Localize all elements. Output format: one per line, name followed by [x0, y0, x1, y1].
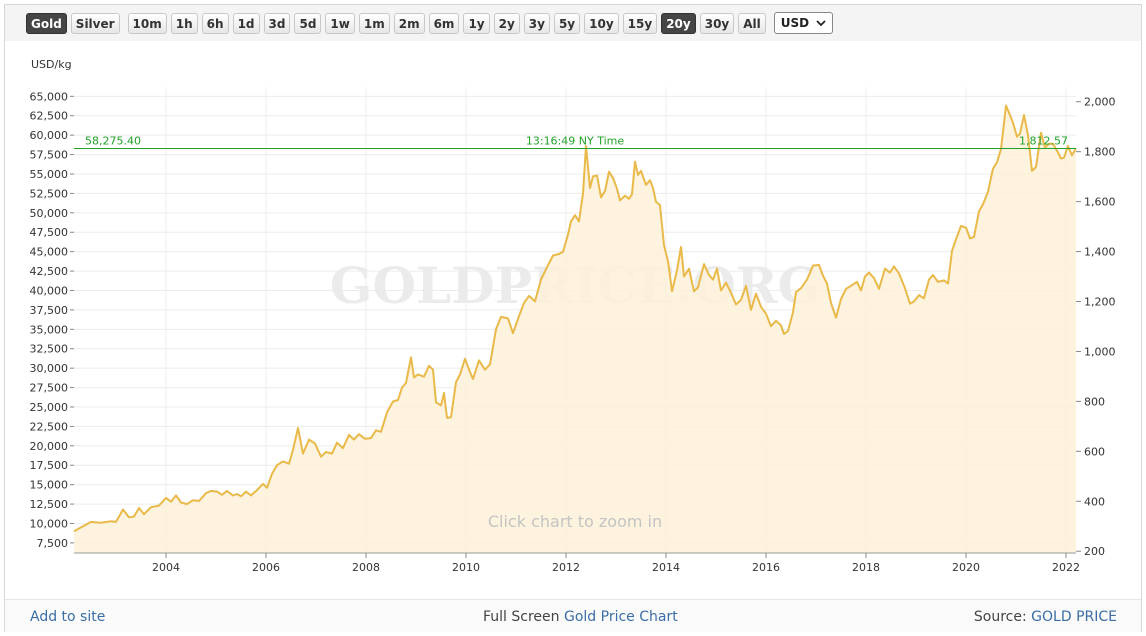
range-button[interactable]: 2m [393, 12, 425, 34]
x-tick-label: 2010 [452, 561, 480, 574]
x-tick-label: 2006 [252, 561, 280, 574]
y-tick-label: 62,500 [30, 110, 69, 123]
y-tick-label: 30,000 [30, 362, 69, 375]
metal-button[interactable]: Silver [70, 12, 120, 34]
fullscreen-link[interactable]: Full Screen Gold Price Chart [483, 609, 678, 625]
range-button[interactable]: 1m [358, 12, 390, 34]
range-button[interactable]: 3d [263, 12, 291, 34]
range-button[interactable]: 6m [428, 12, 460, 34]
price-line [73, 104, 1077, 533]
y2-tick-label: 2,000 [1084, 96, 1116, 109]
y-tick-label: 7,500 [37, 537, 69, 550]
y-tick-label: 57,500 [30, 149, 69, 162]
y-tick-label: 17,500 [30, 459, 69, 472]
range-button[interactable]: 3y [523, 12, 550, 34]
y-tick-label: 25,000 [30, 401, 69, 414]
y2-tick-label: 1,600 [1084, 196, 1116, 209]
y2-tick-label: 1,200 [1084, 296, 1116, 309]
arrow-path [816, 19, 826, 26]
source-link[interactable]: GOLD PRICE [1031, 609, 1117, 625]
dropdown-arrow [816, 19, 826, 26]
x-tick-label: 2018 [852, 561, 880, 574]
y-tick-label: 35,000 [30, 323, 69, 336]
range-button[interactable]: 1w [325, 12, 355, 34]
y-tick-label: 60,000 [30, 129, 69, 142]
chart-link[interactable]: Gold Price Chart [563, 609, 678, 625]
toolbar: Gold Silver 10m 1h 6h 1d 3d 5d 1w 1m 2m 6m 1y 2y 3y 5y 1… [5, 5, 1141, 41]
x-tick-label: 2004 [152, 561, 180, 574]
y-tick-label: 22,500 [30, 420, 69, 433]
current-price-oz-label: 1,812.57 [1019, 135, 1068, 148]
y-tick-label: 65,000 [30, 90, 69, 103]
y-tick-label: 55,000 [30, 168, 69, 181]
range-button[interactable]: 10m [127, 12, 167, 34]
time-label: 13:16:49 NY Time [526, 135, 624, 148]
current-price-label: 58,275.40 [85, 135, 141, 148]
currency-select[interactable]: USD [773, 12, 833, 34]
range-button[interactable]: 15y [622, 12, 658, 34]
currency-value: USD [780, 16, 810, 30]
x-tick-label: 2012 [552, 561, 580, 574]
y2-tick-label: 1,400 [1084, 246, 1116, 259]
range-button[interactable]: 6h [201, 12, 229, 34]
chart[interactable]: USD/kg 7,500 10,000 12,500 15,000 17,500 20,0… [5, 41, 1141, 599]
y-tick-label: 40,000 [30, 284, 69, 297]
area-fill [74, 105, 1076, 553]
x-tick-label: 2022 [1052, 561, 1080, 574]
add-to-site-link[interactable]: Add to site [30, 609, 106, 625]
zoom-hint: Click chart to zoom in [488, 512, 662, 531]
y-tick-label: 47,500 [30, 226, 69, 239]
source-text: Source: [973, 609, 1027, 625]
x-tick-label: 2020 [952, 561, 980, 574]
range-button[interactable]: All [738, 12, 766, 34]
metal-button[interactable]: Gold [26, 12, 67, 34]
y-tick-label: 32,500 [30, 343, 69, 356]
y-tick-label: 27,500 [30, 382, 69, 395]
y2-tick-label: 400 [1084, 495, 1105, 508]
y-tick-label: 37,500 [30, 304, 69, 317]
range-button[interactable]: 1y [463, 12, 490, 34]
y2-tick-label: 600 [1084, 445, 1105, 458]
y2-tick-label: 1,800 [1084, 146, 1116, 159]
y-tick-label: 20,000 [30, 440, 69, 453]
range-button[interactable]: 10y [584, 12, 619, 34]
x-tick-label: 2008 [352, 561, 380, 574]
y2-tick-label: 200 [1084, 545, 1105, 558]
y-tick-label: 10,000 [30, 517, 69, 530]
range-button[interactable]: 2y [493, 12, 520, 34]
y-tick-label: 50,000 [30, 207, 69, 220]
y2-tick-label: 1,000 [1084, 345, 1116, 358]
fullscreen-text: Full Screen [483, 609, 560, 625]
y-axis-label: USD/kg [31, 58, 72, 71]
range-button[interactable]: 1h [170, 12, 198, 34]
y-tick-label: 12,500 [30, 498, 69, 511]
y-tick-label: 52,500 [30, 187, 69, 200]
y-tick-label: 42,500 [30, 265, 69, 278]
chart-widget: Gold Silver 10m 1h 6h 1d 3d 5d 1w 1m 2m 6m 1y 2y 3y 5y 1… [4, 4, 1142, 632]
range-button[interactable]: 1d [232, 12, 260, 34]
x-tick-label: 2016 [752, 561, 780, 574]
footer: Add to site Full Screen Gold Price Chart… [5, 599, 1141, 632]
range-button[interactable]: 20y [661, 12, 696, 34]
x-tick-label: 2014 [652, 561, 680, 574]
range-button[interactable]: 30y [699, 12, 735, 34]
y-tick-label: 45,000 [30, 246, 69, 259]
range-button[interactable]: 5d [294, 12, 322, 34]
y-tick-label: 15,000 [30, 479, 69, 492]
source: Source: GOLD PRICE [974, 609, 1117, 625]
y2-tick-label: 800 [1084, 395, 1105, 408]
range-button[interactable]: 5y [553, 12, 581, 34]
